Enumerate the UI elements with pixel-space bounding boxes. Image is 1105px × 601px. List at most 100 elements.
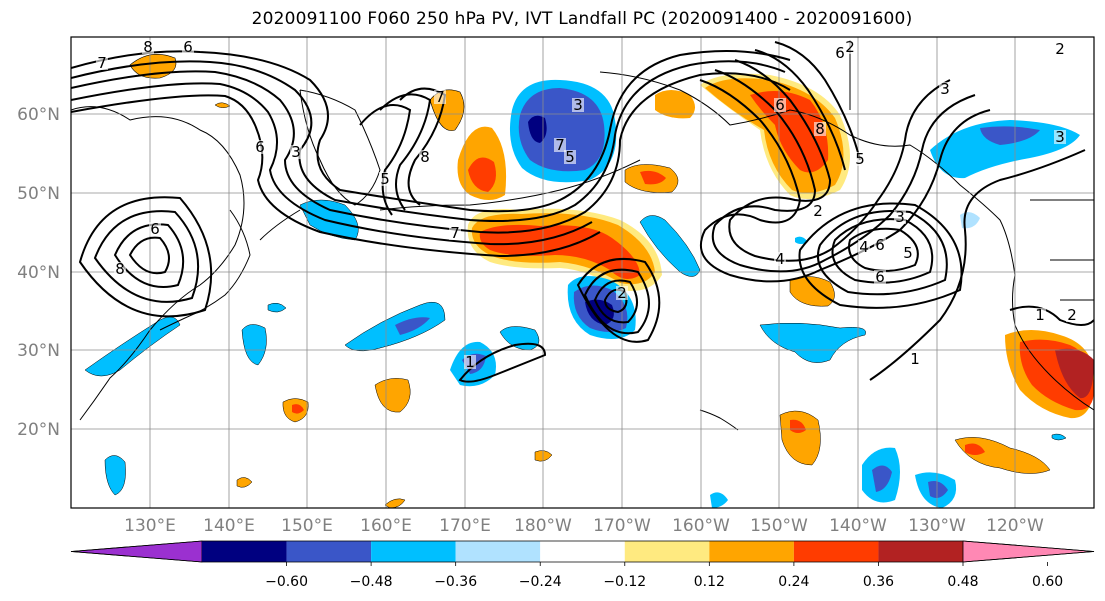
lon-tick-label: 130°W <box>908 516 966 536</box>
lon-axis-labels: 130°E 140°E 150°E 160°E 170°E 180°W 170°W 160°W… <box>124 516 1044 536</box>
fill-navy <box>528 115 547 143</box>
contour-line <box>359 104 412 216</box>
coast-hawaii <box>699 409 739 431</box>
lon-tick-label: 150°W <box>750 516 808 536</box>
contour-label: 7 <box>97 54 107 72</box>
fill-redorange <box>468 157 496 192</box>
coast-kamchatka <box>299 89 381 206</box>
contour-label: 2 <box>813 202 823 220</box>
lon-tick-label: 120°W <box>986 516 1044 536</box>
colorbar-extend-right <box>962 540 1095 563</box>
colorbar-segment <box>709 541 794 562</box>
contour-line <box>583 268 650 335</box>
pv-contours <box>71 41 1094 383</box>
fill-redorange <box>965 443 985 455</box>
coast-kuriles <box>259 209 301 241</box>
colorbar-segment <box>286 541 372 562</box>
lon-tick-label: 170°E <box>439 516 491 536</box>
contour-line <box>848 227 919 272</box>
colorbar-label: 0.12 <box>694 574 725 590</box>
colorbar: −0.60 −0.48 −0.36 −0.24 −0.12 0.12 0.24 0.36 0.4… <box>70 540 1095 590</box>
lat-tick-label: 60°N <box>17 105 60 125</box>
fill-darkred <box>1055 348 1094 399</box>
fill-cyan <box>84 316 181 377</box>
contour-line <box>711 69 976 273</box>
colorbar-label: −0.36 <box>434 574 477 590</box>
colorbar-segment <box>202 541 287 562</box>
contour-label: 3 <box>895 208 905 226</box>
lon-tick-label: 140°E <box>203 516 255 536</box>
contour-label: 6 <box>875 236 885 254</box>
fill-cyan <box>930 120 1080 179</box>
map-border <box>70 36 1095 509</box>
contour-line <box>816 210 948 296</box>
coast-japan <box>159 209 251 331</box>
colorbar-segment <box>455 541 541 562</box>
contour-label: 5 <box>855 150 865 168</box>
fill-orange <box>655 90 695 119</box>
contour-line <box>593 279 638 324</box>
contour-line <box>128 236 170 275</box>
contour-label: 2 <box>1055 40 1065 58</box>
lon-tick-label: 130°E <box>124 516 176 536</box>
contour-label: 6 <box>835 44 845 62</box>
colorbar-extend-left <box>70 540 203 563</box>
contour-line <box>576 258 661 343</box>
contour-line <box>1009 305 1094 326</box>
colorbar-segment <box>371 541 456 562</box>
fill-redorange <box>479 224 640 279</box>
colorbar-label: 0.24 <box>778 574 809 590</box>
contour-label: 8 <box>420 148 430 166</box>
contour-line <box>71 94 601 258</box>
contour-label: 1 <box>910 350 920 368</box>
colorbar-segment <box>540 541 625 562</box>
contour-line <box>71 50 791 213</box>
contour-line <box>831 218 934 284</box>
fill-redorange <box>640 170 666 185</box>
contour-label: 3 <box>940 80 950 98</box>
contour-label: 3 <box>573 96 583 114</box>
contour-line <box>71 70 791 234</box>
colorbar-label: 0.36 <box>863 574 894 590</box>
contour-label: 5 <box>380 170 390 188</box>
lat-tick-label: 50°N <box>17 184 60 204</box>
contour-label: 4 <box>775 250 785 268</box>
map-title: 2020091100 F060 250 hPa PV, IVT Landfall… <box>251 9 913 29</box>
lon-tick-label: 160°W <box>672 516 730 536</box>
fill-blue <box>980 126 1040 145</box>
colorbar-label: −0.48 <box>350 574 393 590</box>
fill-cyan <box>759 322 866 363</box>
fill-cyan <box>241 324 267 366</box>
lat-tick-label: 20°N <box>17 420 60 440</box>
contour-label: 3 <box>1055 128 1065 146</box>
fill-cyan <box>104 455 126 496</box>
contour-line <box>728 59 951 262</box>
fill-blue <box>395 317 430 335</box>
colorbar-label: −0.60 <box>265 574 308 590</box>
contour-label: 6 <box>875 268 885 286</box>
fill-cyan <box>710 492 728 508</box>
fill-redorange <box>790 419 806 433</box>
fill-cyan <box>1051 433 1067 441</box>
colorbar-label: −0.24 <box>519 574 562 590</box>
lon-tick-label: 140°W <box>829 516 887 536</box>
colorbar-label: 0.60 <box>1032 574 1063 590</box>
contour-label: 4 <box>859 238 869 256</box>
fill-orange <box>374 378 411 413</box>
contour-label: 7 <box>435 88 445 106</box>
colorbar-segment <box>793 541 879 562</box>
lon-tick-label: 150°E <box>281 516 333 536</box>
contour-label: 1 <box>1035 306 1045 324</box>
contour-line <box>603 288 628 314</box>
contour-line <box>399 87 447 206</box>
contour-line <box>869 149 1086 381</box>
lat-tick-label: 30°N <box>17 341 60 361</box>
contour-label: 6 <box>775 96 785 114</box>
colorbar-segment <box>878 541 963 562</box>
colorbar-label: −0.12 <box>603 574 646 590</box>
fill-orange <box>236 477 253 488</box>
fill-cyan <box>267 302 287 313</box>
fill-blue <box>872 465 892 492</box>
